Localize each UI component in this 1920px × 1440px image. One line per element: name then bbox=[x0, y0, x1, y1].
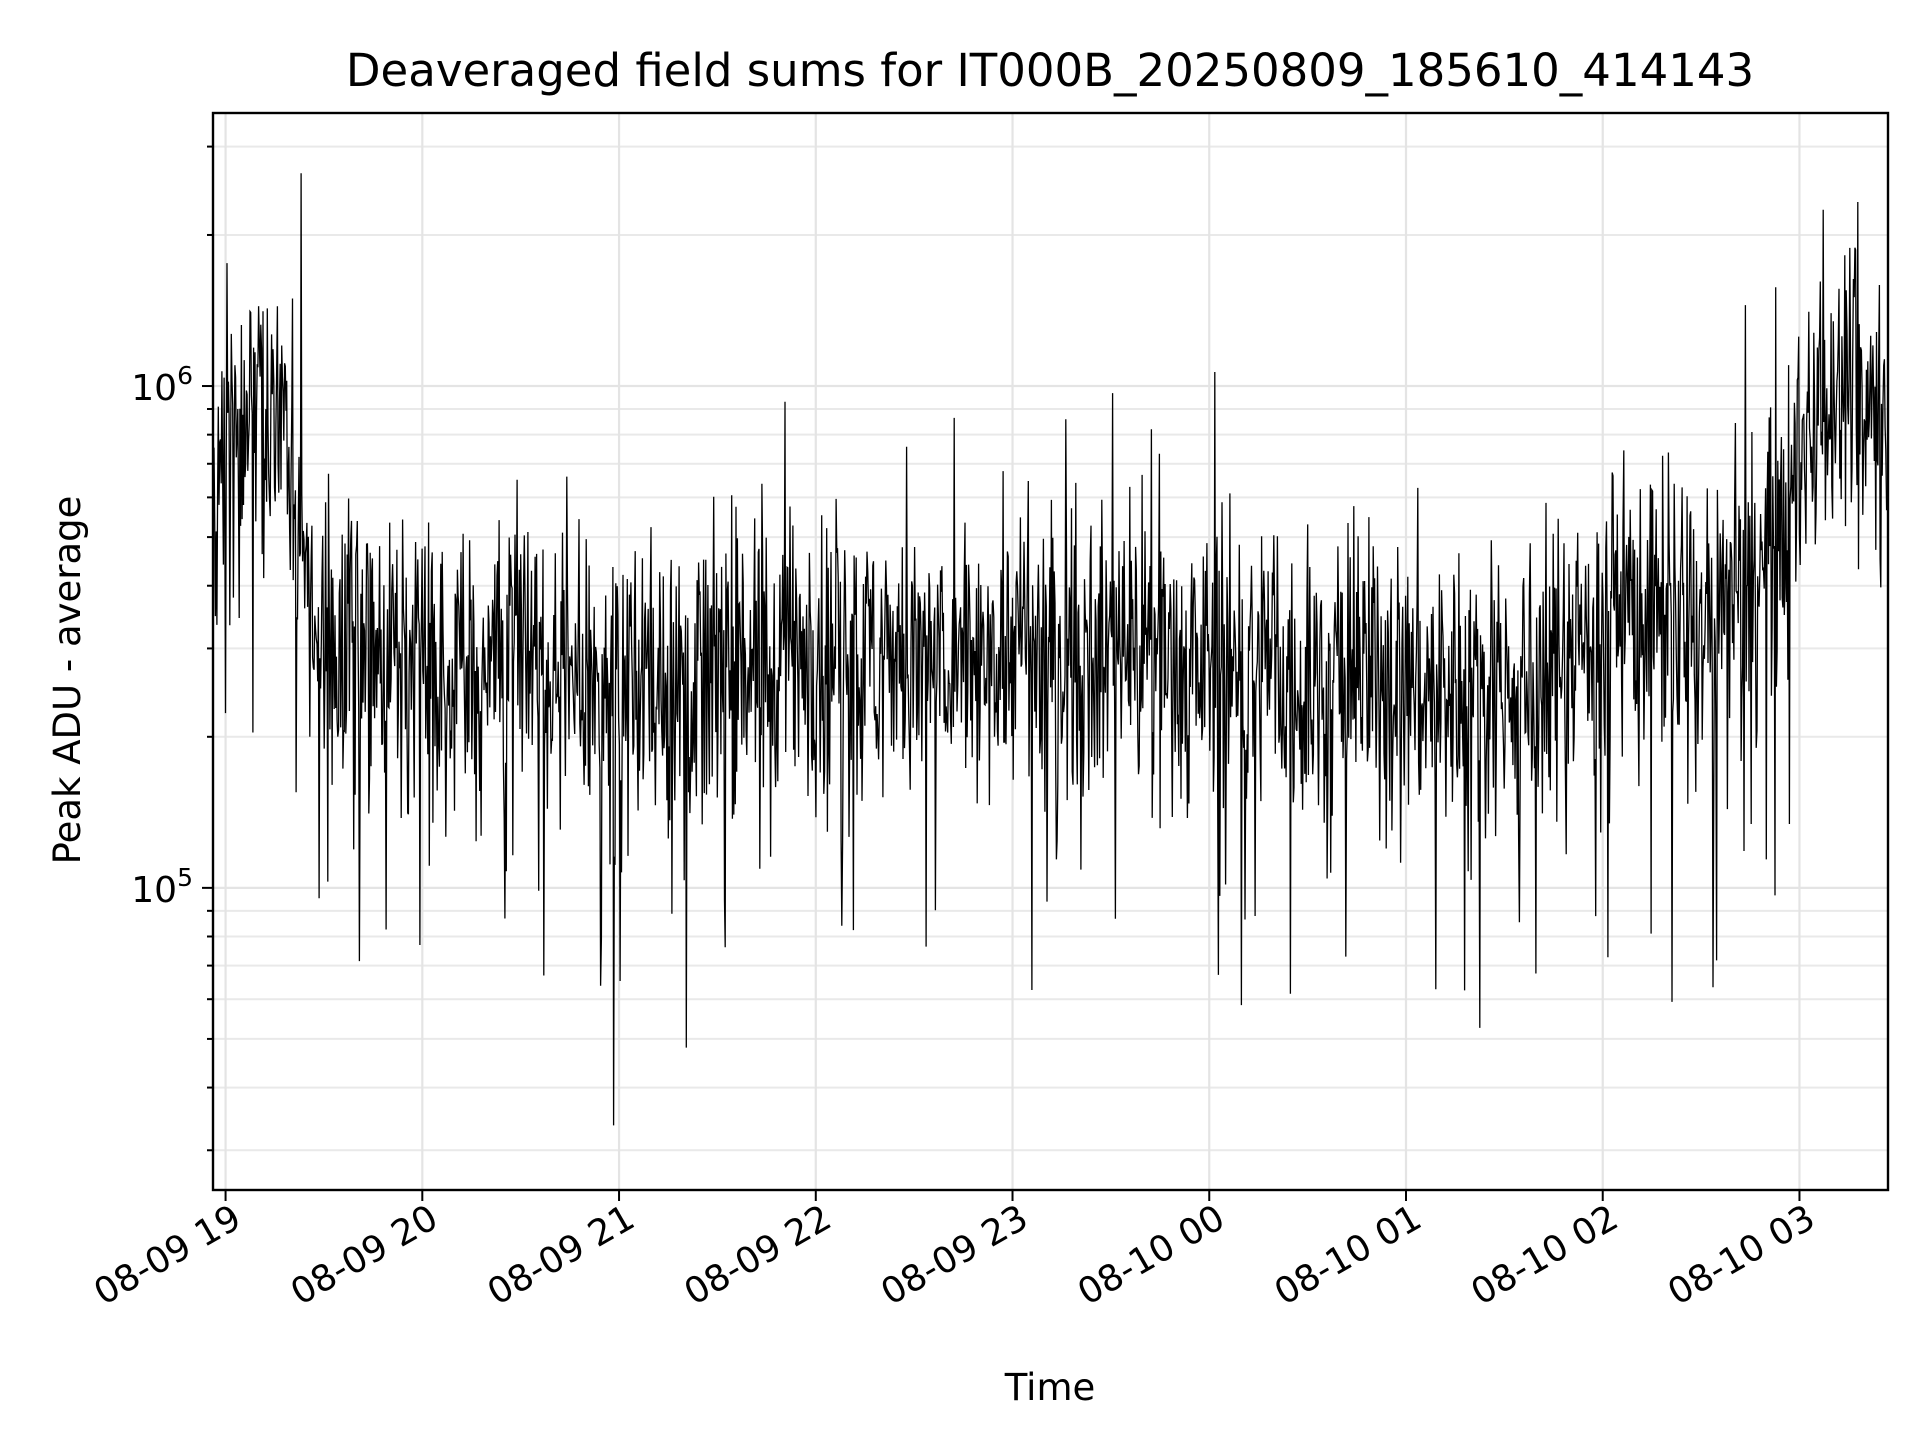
y-tick-label: 106 bbox=[131, 361, 193, 409]
x-tick-label: 08-09 23 bbox=[874, 1197, 1035, 1313]
x-tick-label: 08-09 22 bbox=[678, 1197, 839, 1313]
y-tick-label: 105 bbox=[131, 863, 193, 911]
series-line bbox=[213, 173, 1888, 1126]
chart-title: Deaveraged field sums for IT000B_2025080… bbox=[346, 44, 1754, 97]
x-tick-label: 08-09 21 bbox=[481, 1197, 642, 1313]
x-tick-label: 08-10 00 bbox=[1071, 1197, 1232, 1313]
x-tick-label: 08-09 19 bbox=[87, 1197, 248, 1313]
x-tick-label: 08-10 02 bbox=[1465, 1197, 1626, 1313]
x-axis-label: Time bbox=[1004, 1366, 1096, 1409]
axis-ticks bbox=[202, 145, 1801, 1201]
plot-frame bbox=[211, 111, 1890, 1192]
y-axis-label: Peak ADU - average bbox=[46, 496, 89, 865]
x-tick-label: 08-09 20 bbox=[284, 1197, 445, 1313]
x-tick-label: 08-10 01 bbox=[1268, 1197, 1429, 1313]
x-tick-label: 08-10 03 bbox=[1661, 1197, 1822, 1313]
